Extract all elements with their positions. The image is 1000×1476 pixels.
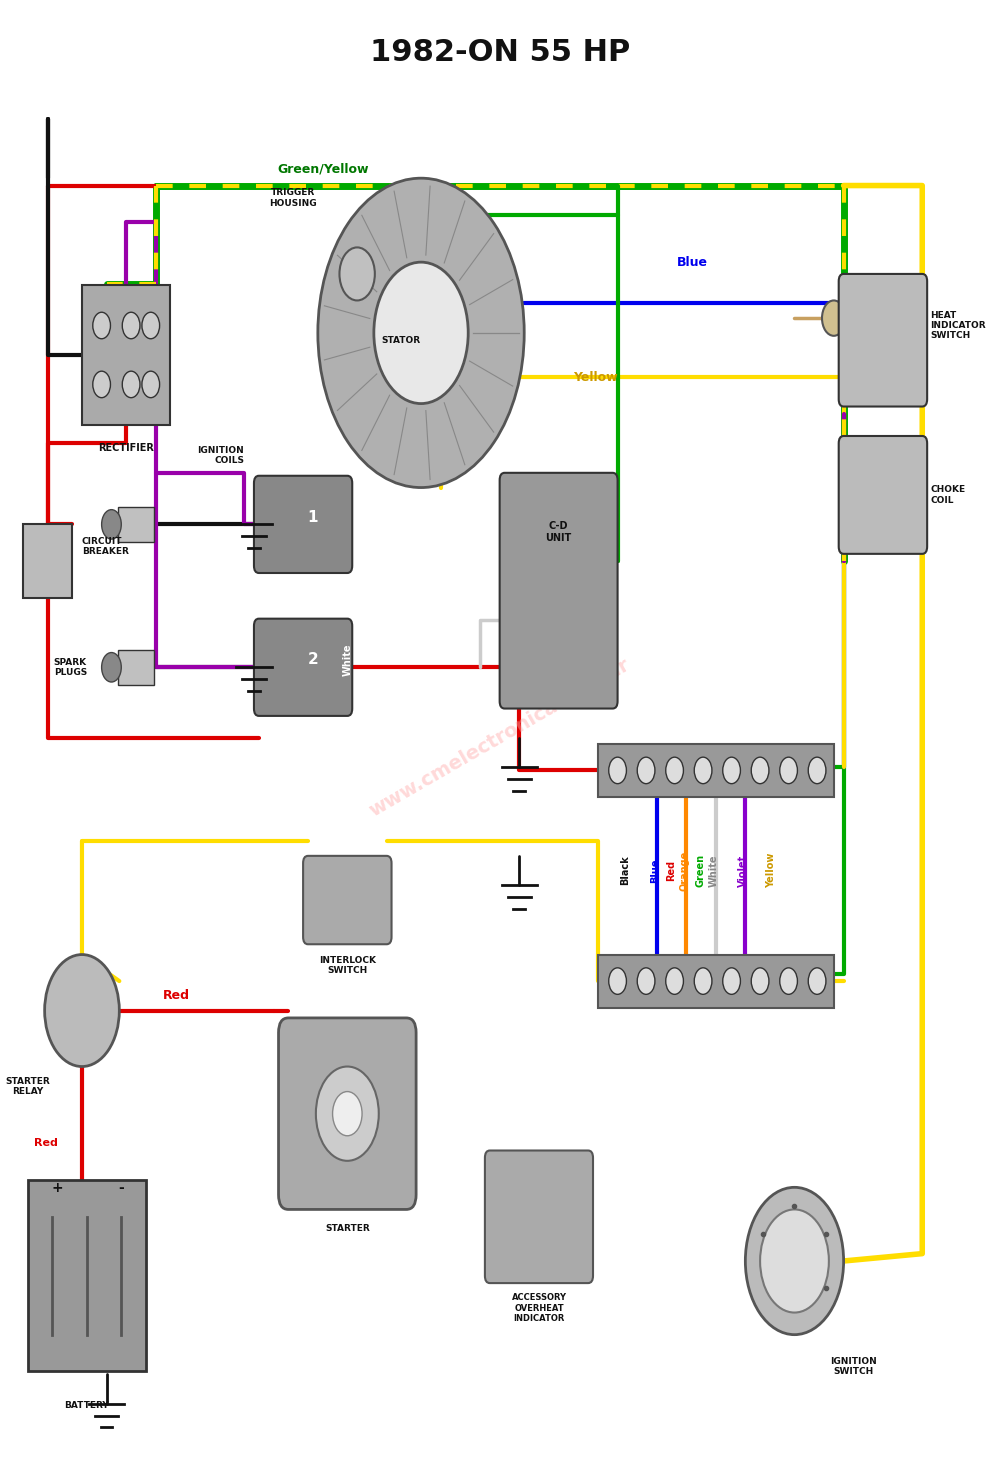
Text: Blue: Blue [677,255,708,269]
Circle shape [374,263,468,403]
Text: C-D
UNIT: C-D UNIT [545,521,572,543]
FancyBboxPatch shape [839,435,927,554]
Text: ACCESSORY
OVERHEAT
INDICATOR: ACCESSORY OVERHEAT INDICATOR [511,1293,566,1322]
FancyBboxPatch shape [254,618,352,716]
Text: Red: Red [666,861,676,881]
Text: IGNITION
COILS: IGNITION COILS [197,446,244,465]
Bar [28,1179,146,1371]
Circle shape [822,301,846,337]
Circle shape [637,757,655,784]
Text: STARTER
RELAY: STARTER RELAY [6,1077,50,1097]
Bar [82,285,170,425]
Text: www.cmelectronica.com.ar: www.cmelectronica.com.ar [366,655,633,821]
Circle shape [102,509,121,539]
Circle shape [694,757,712,784]
Text: -: - [118,1181,124,1194]
Bar [23,524,72,598]
FancyBboxPatch shape [839,275,927,406]
Circle shape [102,652,121,682]
Circle shape [333,1092,362,1135]
Text: STARTER: STARTER [325,1224,370,1232]
Text: Green/Yellow: Green/Yellow [277,162,369,176]
Circle shape [808,968,826,995]
Circle shape [318,179,524,487]
Text: TRIGGER
HOUSING: TRIGGER HOUSING [269,189,317,208]
Circle shape [122,370,140,397]
Circle shape [316,1067,379,1160]
Circle shape [723,968,740,995]
Text: 1982-ON 55 HP: 1982-ON 55 HP [370,38,630,68]
Text: White: White [342,644,352,676]
Circle shape [780,968,797,995]
Text: HEAT
INDICATOR
SWITCH: HEAT INDICATOR SWITCH [930,310,986,341]
Text: Yellow: Yellow [766,853,776,889]
Bar [598,955,834,1008]
Bar [118,649,154,685]
Circle shape [666,968,683,995]
Text: Orange: Orange [679,850,689,890]
Circle shape [142,370,160,397]
Circle shape [723,757,740,784]
Text: SPARK
PLUGS: SPARK PLUGS [54,658,87,677]
Circle shape [637,968,655,995]
Circle shape [745,1187,844,1334]
Circle shape [609,757,626,784]
FancyBboxPatch shape [303,856,392,945]
Text: +: + [52,1181,63,1194]
Bar [118,506,154,542]
Circle shape [760,1209,829,1312]
Bar [598,744,834,797]
Circle shape [751,968,769,995]
Circle shape [339,248,375,301]
Text: IGNITION
SWITCH: IGNITION SWITCH [830,1356,877,1376]
FancyBboxPatch shape [500,472,618,708]
Circle shape [808,757,826,784]
Circle shape [142,313,160,339]
Text: Blue: Blue [650,859,660,883]
Circle shape [666,757,683,784]
Text: Red: Red [163,989,190,1002]
Text: 1: 1 [308,509,318,524]
Circle shape [93,370,110,397]
Circle shape [780,757,797,784]
Circle shape [93,313,110,339]
Text: Black: Black [620,856,630,886]
Text: White: White [709,855,719,887]
Circle shape [751,757,769,784]
FancyBboxPatch shape [254,475,352,573]
Text: INTERLOCK
SWITCH: INTERLOCK SWITCH [319,956,376,976]
Text: CIRCUIT
BREAKER: CIRCUIT BREAKER [82,537,129,556]
Circle shape [45,955,119,1067]
Text: STATOR: STATOR [382,335,421,345]
Text: Yellow: Yellow [573,370,618,384]
FancyBboxPatch shape [279,1018,416,1209]
Circle shape [122,313,140,339]
Text: RECTIFIER: RECTIFIER [98,443,154,453]
Text: 2: 2 [308,652,318,667]
FancyBboxPatch shape [485,1150,593,1283]
Text: Red: Red [34,1138,57,1148]
Text: Violet: Violet [738,855,748,887]
Circle shape [694,968,712,995]
Text: Green: Green [695,855,705,887]
Text: CHOKE
COIL: CHOKE COIL [930,486,965,505]
Text: BATTERY: BATTERY [65,1401,109,1410]
Circle shape [609,968,626,995]
